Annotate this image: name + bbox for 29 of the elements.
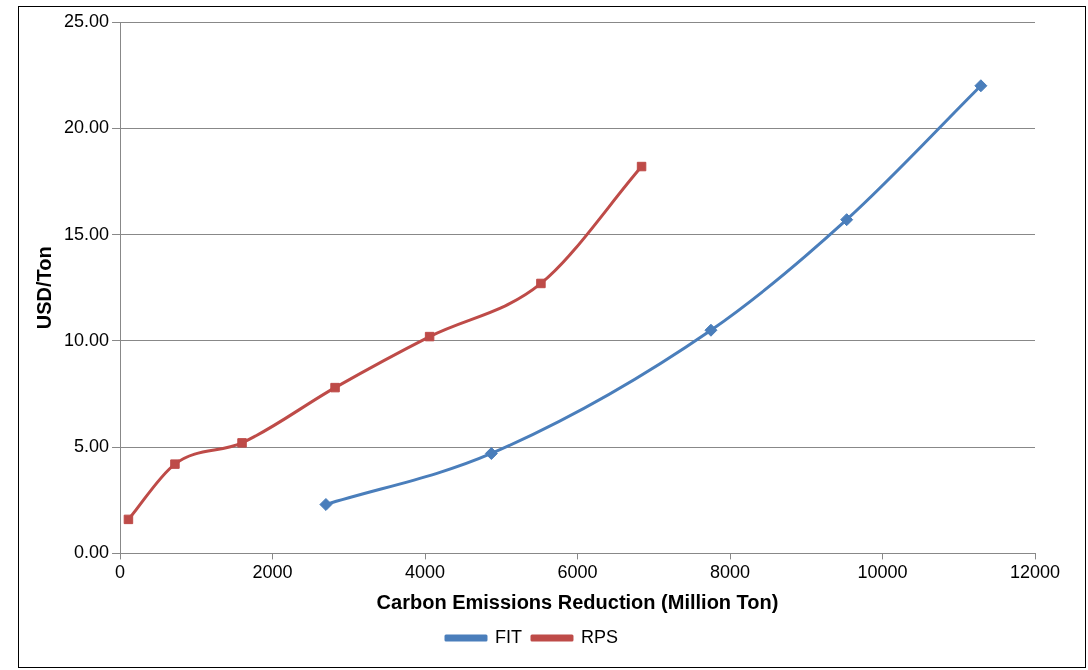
x-axis-title: Carbon Emissions Reduction (Million Ton) bbox=[376, 590, 779, 613]
x-tick-label: 8000 bbox=[709, 562, 751, 583]
point bbox=[424, 331, 435, 342]
x-tick-label: 10000 bbox=[857, 562, 908, 583]
point bbox=[636, 161, 647, 172]
point bbox=[840, 213, 854, 227]
point bbox=[237, 438, 247, 448]
legend-label: FIT bbox=[495, 626, 522, 647]
y-tick-label: 20.00 bbox=[64, 117, 110, 138]
point bbox=[974, 79, 988, 93]
y-tick-label: 25.00 bbox=[64, 10, 110, 31]
point bbox=[123, 514, 134, 525]
x-tick-label: 2000 bbox=[252, 562, 293, 583]
y-axis-title: USD/Ton bbox=[32, 246, 55, 330]
y-tick-label: 10.00 bbox=[64, 329, 110, 350]
x-tick-label: 12000 bbox=[1009, 562, 1061, 583]
point bbox=[484, 447, 498, 460]
y-tick-label: 0.00 bbox=[74, 542, 110, 563]
x-tick-label: 0 bbox=[115, 562, 126, 583]
x-tick-label: 6000 bbox=[557, 562, 598, 583]
point bbox=[704, 323, 718, 337]
point bbox=[170, 459, 180, 469]
point bbox=[330, 382, 340, 393]
x-tick-label: 4000 bbox=[405, 562, 446, 583]
point bbox=[536, 278, 546, 289]
legend-label: RPS bbox=[580, 626, 619, 647]
y-tick-label: 15.00 bbox=[64, 223, 110, 244]
point bbox=[319, 498, 333, 512]
y-tick-label: 5.00 bbox=[74, 436, 110, 457]
